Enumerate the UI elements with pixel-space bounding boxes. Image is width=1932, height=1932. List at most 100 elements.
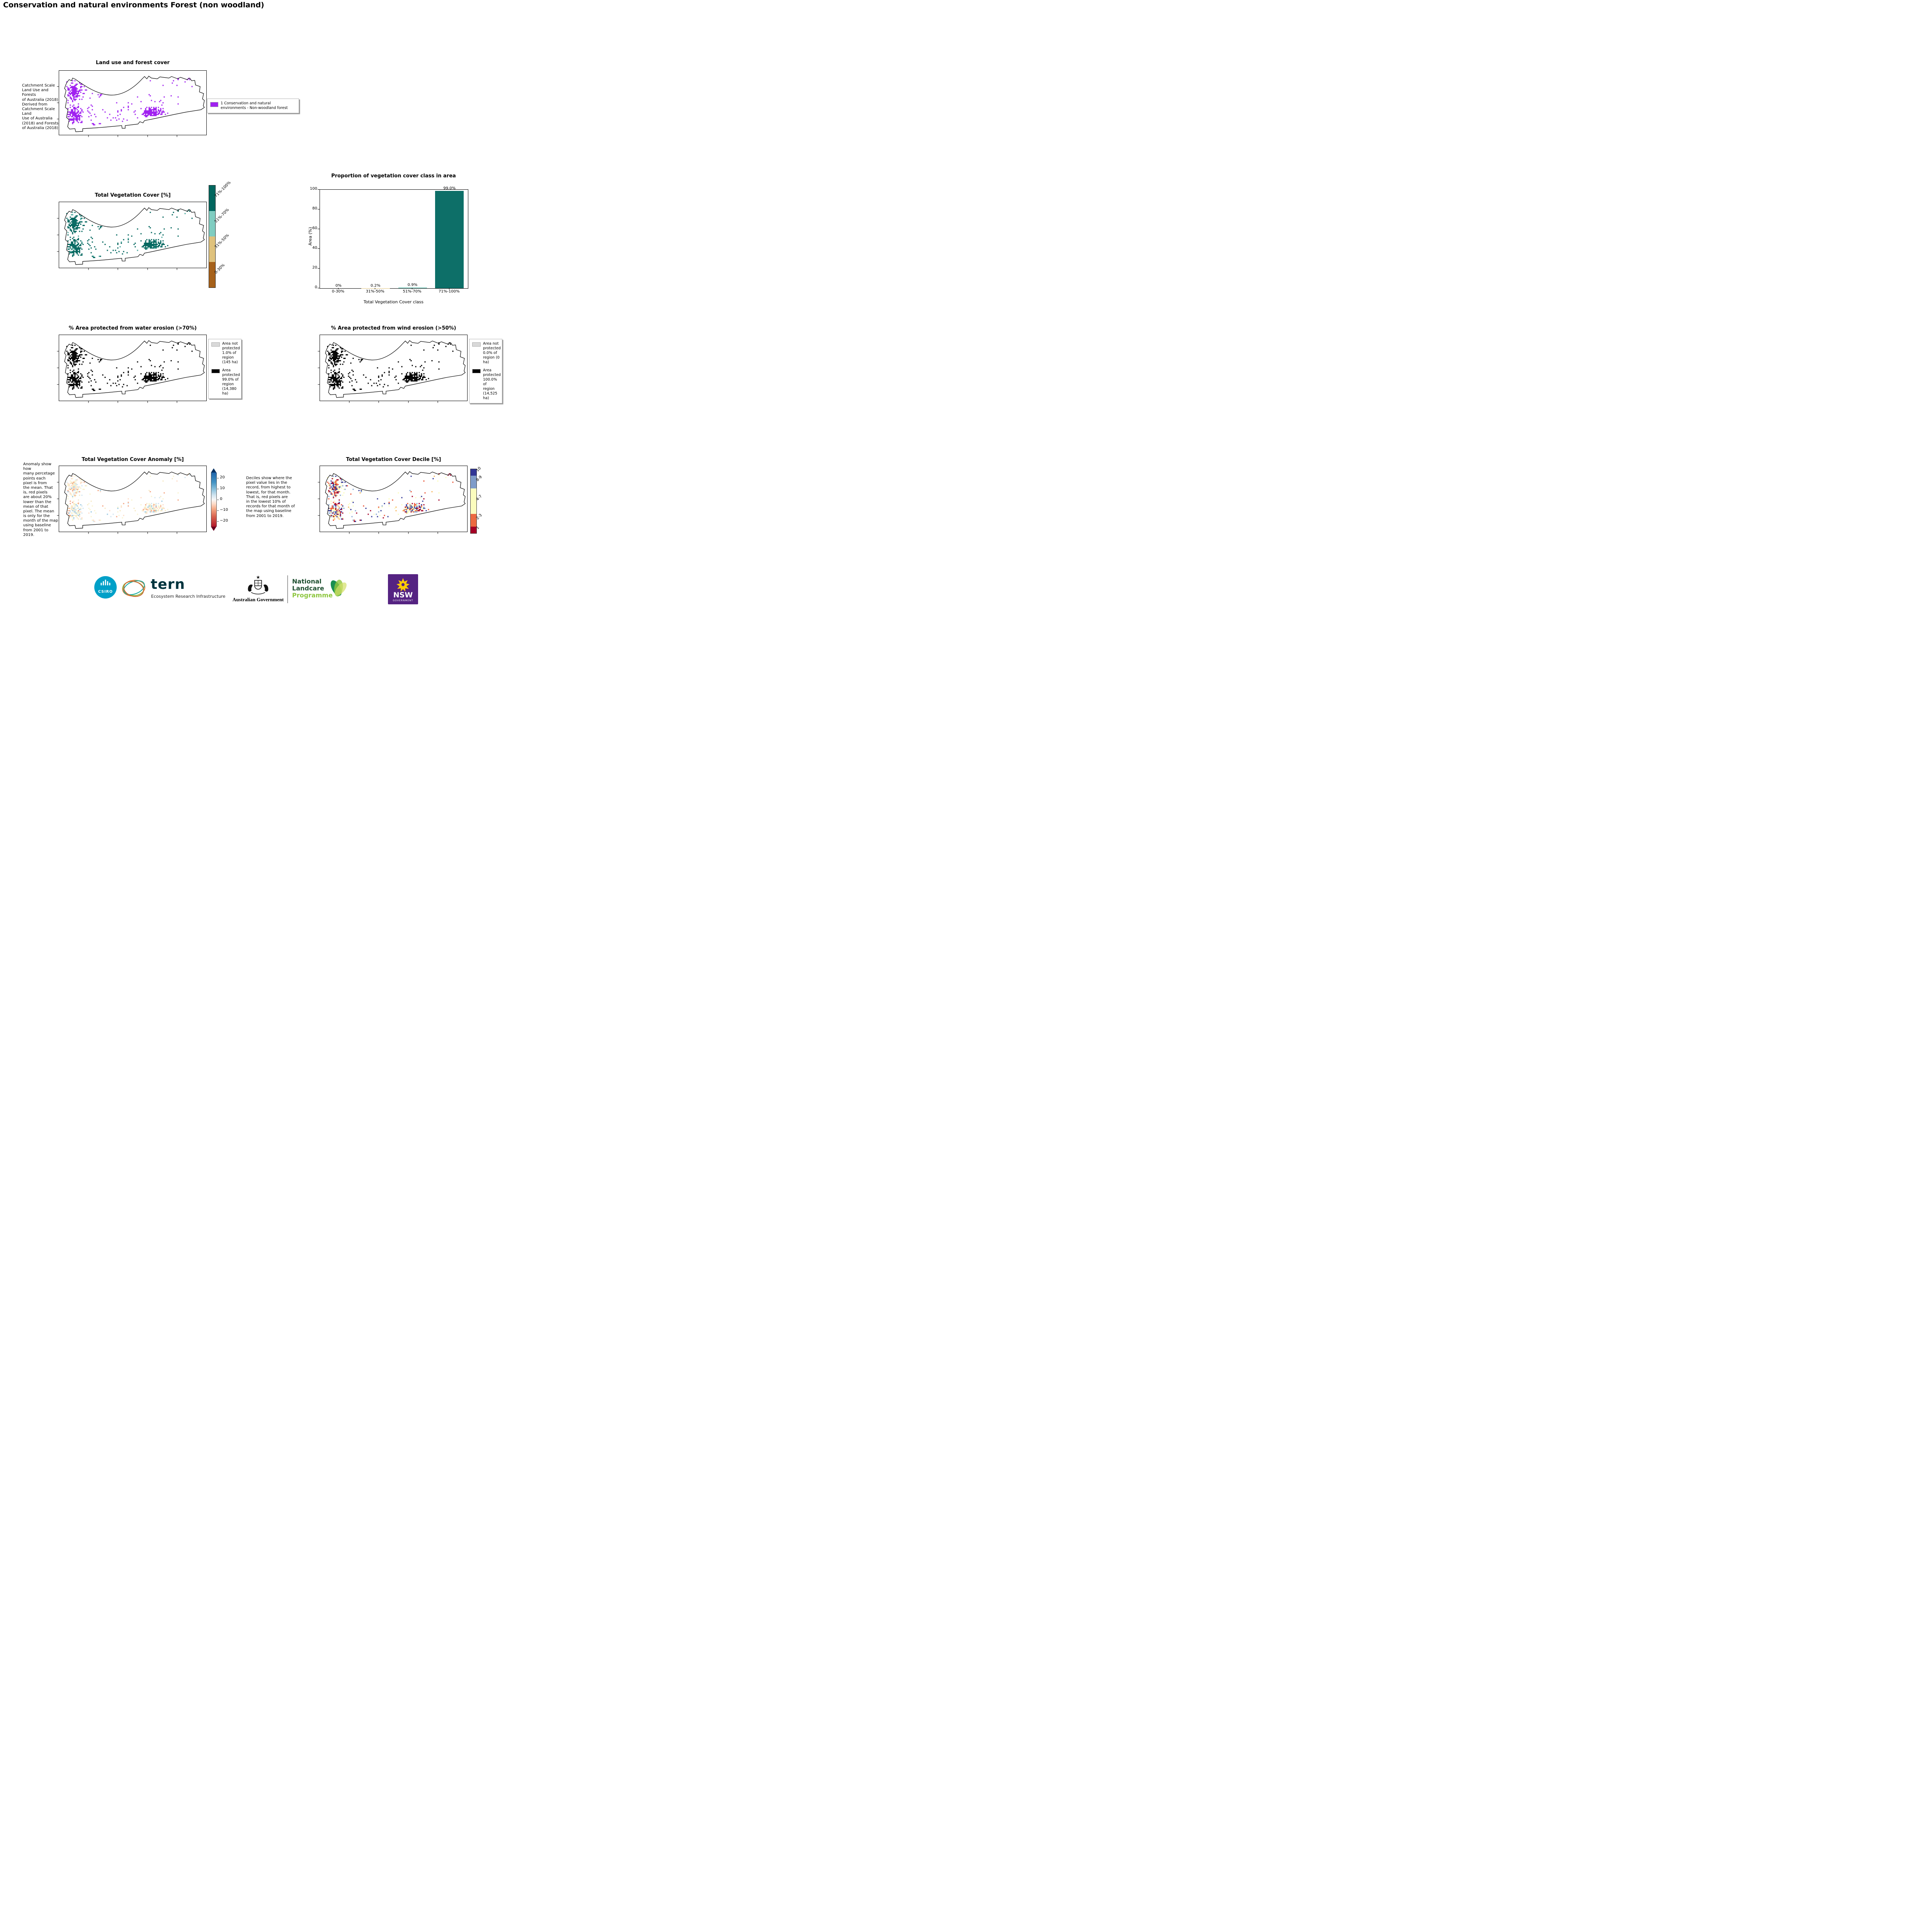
- tern-scribble-icon: [122, 580, 145, 597]
- australian-coat-of-arms-icon: ★: [248, 575, 269, 595]
- report-page: Conservation and natural environments Fo…: [0, 0, 505, 611]
- vegcover-colorbar-seg-0-30: [209, 262, 215, 287]
- y-tick-label: 0: [315, 285, 317, 289]
- y-tick-label: 40: [312, 246, 317, 250]
- y-tick-mark: [318, 268, 320, 269]
- bar-value-label: 0.9%: [407, 282, 418, 287]
- landcare-wordmark: National Landcare Programme: [292, 578, 333, 599]
- csiro-wordmark: CSIRO: [98, 590, 113, 594]
- proportion-chart-plot-area: 0% 0.2% 0.9% 99.0%: [320, 186, 468, 289]
- x-tick-label: 51%-70%: [403, 289, 422, 294]
- footer-divider: [287, 575, 288, 603]
- landuse-map-title: Land use and forest cover: [96, 60, 170, 66]
- water-erosion-not-protected-label: Area not protected 1.0% of region (145 h…: [222, 342, 240, 364]
- anomaly-colorbar-tick-label: 20: [220, 475, 225, 480]
- wind-erosion-not-protected-label: Area not protected 0.0% of region (0 ha): [483, 342, 501, 364]
- map-pixels: [66, 78, 193, 126]
- map-frame: [320, 335, 468, 401]
- vegcover-map-title: Total Vegetation Cover [%]: [95, 192, 171, 198]
- anomaly-colorbar-tick-label: 0: [220, 497, 223, 501]
- landcare-line1: National: [292, 578, 321, 585]
- decile-colorbar-seg-1: [471, 527, 476, 533]
- region-boundary: [64, 76, 205, 132]
- map-pixels: [327, 342, 454, 391]
- csiro-soundwave-icon: [100, 580, 111, 585]
- svg-text:★: ★: [256, 575, 260, 580]
- bar-value-label: 0.2%: [371, 283, 381, 288]
- x-tick-label: 71%-100%: [439, 289, 460, 294]
- proportion-chart-xlabel: Total Vegetation Cover class: [363, 299, 423, 304]
- y-tick-label: 20: [312, 265, 317, 270]
- anomaly-colorbar-top-cap: [211, 468, 216, 473]
- page-title: Conservation and natural environments Fo…: [3, 1, 264, 9]
- bar-71%-100%: [435, 190, 464, 288]
- x-tick-label: 0-30%: [332, 289, 345, 294]
- region-boundary: [64, 340, 205, 398]
- y-tick-mark: [318, 248, 320, 249]
- y-tick-label: 60: [312, 226, 317, 230]
- australian-government-wordmark: Australian Government: [232, 597, 284, 602]
- bar-value-label: 0%: [335, 284, 342, 288]
- map-frame: [59, 466, 207, 532]
- y-tick-mark: [318, 189, 320, 190]
- anomaly-caption: Anomaly show how many percetage points e…: [23, 462, 58, 537]
- anomaly-map-canvas: [57, 466, 207, 534]
- water-erosion-map-canvas: [57, 335, 207, 403]
- anomaly-colorbar-tick-mark: [217, 510, 219, 511]
- csiro-logo: CSIRO: [94, 576, 117, 599]
- water-erosion-map-title: % Area protected from water erosion (>70…: [68, 325, 197, 331]
- landuse-legend-swatch: [210, 102, 218, 107]
- landuse-caption: Catchment Scale Land Use and Forests of …: [22, 83, 59, 130]
- decile-map-canvas: [318, 466, 468, 534]
- decile-colorbar-seg-8-9: [471, 476, 476, 488]
- nsw-wordmark: NSW: [393, 591, 413, 599]
- landcare-line3: Programme: [292, 591, 333, 599]
- vegcover-colorbar-label-51-70: 51%-70%: [214, 207, 230, 224]
- wind-erosion-legend: Area not protected 0.0% of region (0 ha)…: [469, 339, 502, 403]
- vegcover-colorbar-label-71-100: 71%-100%: [214, 180, 232, 199]
- vegcover-map-canvas: [57, 202, 207, 270]
- decile-colorbar: [470, 469, 477, 534]
- region-boundary: [325, 471, 466, 529]
- map-frame: [59, 335, 207, 401]
- wind-erosion-legend-entry-protected: Area protected 100.0% of region (14,525 …: [472, 368, 501, 400]
- vegcover-colorbar-label-0-30: 0-30%: [214, 263, 226, 275]
- decile-colorbar-seg-4-7: [471, 488, 476, 514]
- y-tick-label: 80: [312, 206, 317, 211]
- map-pixels: [327, 473, 454, 522]
- anomaly-map-title: Total Vegetation Cover Anomaly [%]: [82, 457, 184, 463]
- map-frame: [59, 70, 207, 135]
- water-erosion-not-protected-swatch: [211, 342, 220, 347]
- tern-subtitle: Ecosystem Research Infrastructure: [151, 594, 226, 599]
- bar-value-label: 99.0%: [443, 186, 456, 190]
- anomaly-colorbar-gradient: [211, 473, 217, 527]
- water-erosion-legend-entry-not-protected: Area not protected 1.0% of region (145 h…: [211, 342, 240, 364]
- vegcover-colorbar-label-31-50: 31%-50%: [214, 233, 230, 250]
- vegcover-colorbar-seg-51-70: [209, 211, 215, 236]
- map-pixels: [66, 473, 193, 522]
- map-frame: [59, 202, 207, 268]
- map-pixels: [66, 209, 193, 258]
- anomaly-colorbar-bottom-cap: [211, 527, 216, 531]
- decile-caption: Deciles show where the pixel value lies …: [246, 476, 295, 518]
- wind-erosion-protected-swatch: [472, 369, 481, 374]
- bar-51%-70%: [398, 287, 427, 288]
- landuse-legend-entry: 1 Conservation and natural environments …: [210, 101, 296, 111]
- bar-31%-50%: [361, 288, 390, 289]
- proportion-chart: Proportion of vegetation cover class in …: [308, 172, 478, 305]
- x-tick-label: 31%-50%: [366, 289, 384, 294]
- region-boundary: [64, 207, 205, 265]
- nsw-government-logo: NSW GOVERNMENT: [388, 574, 418, 604]
- water-erosion-protected-label: Area protected 99.0% of region (14,380 h…: [222, 368, 240, 396]
- vegcover-colorbar-seg-31-50: [209, 236, 215, 262]
- wind-erosion-not-protected-swatch: [472, 342, 481, 347]
- csiro-circle: [94, 576, 117, 599]
- wind-erosion-map-canvas: [318, 335, 468, 403]
- map-frame: [320, 466, 468, 532]
- water-erosion-legend: Area not protected 1.0% of region (145 h…: [208, 339, 242, 399]
- decile-colorbar-seg-10: [471, 469, 476, 476]
- region-boundary: [64, 471, 205, 529]
- vegcover-colorbar-seg-71-100: [209, 185, 215, 211]
- decile-colorbar-seg-2-3: [471, 514, 476, 527]
- anomaly-colorbar: [211, 468, 217, 531]
